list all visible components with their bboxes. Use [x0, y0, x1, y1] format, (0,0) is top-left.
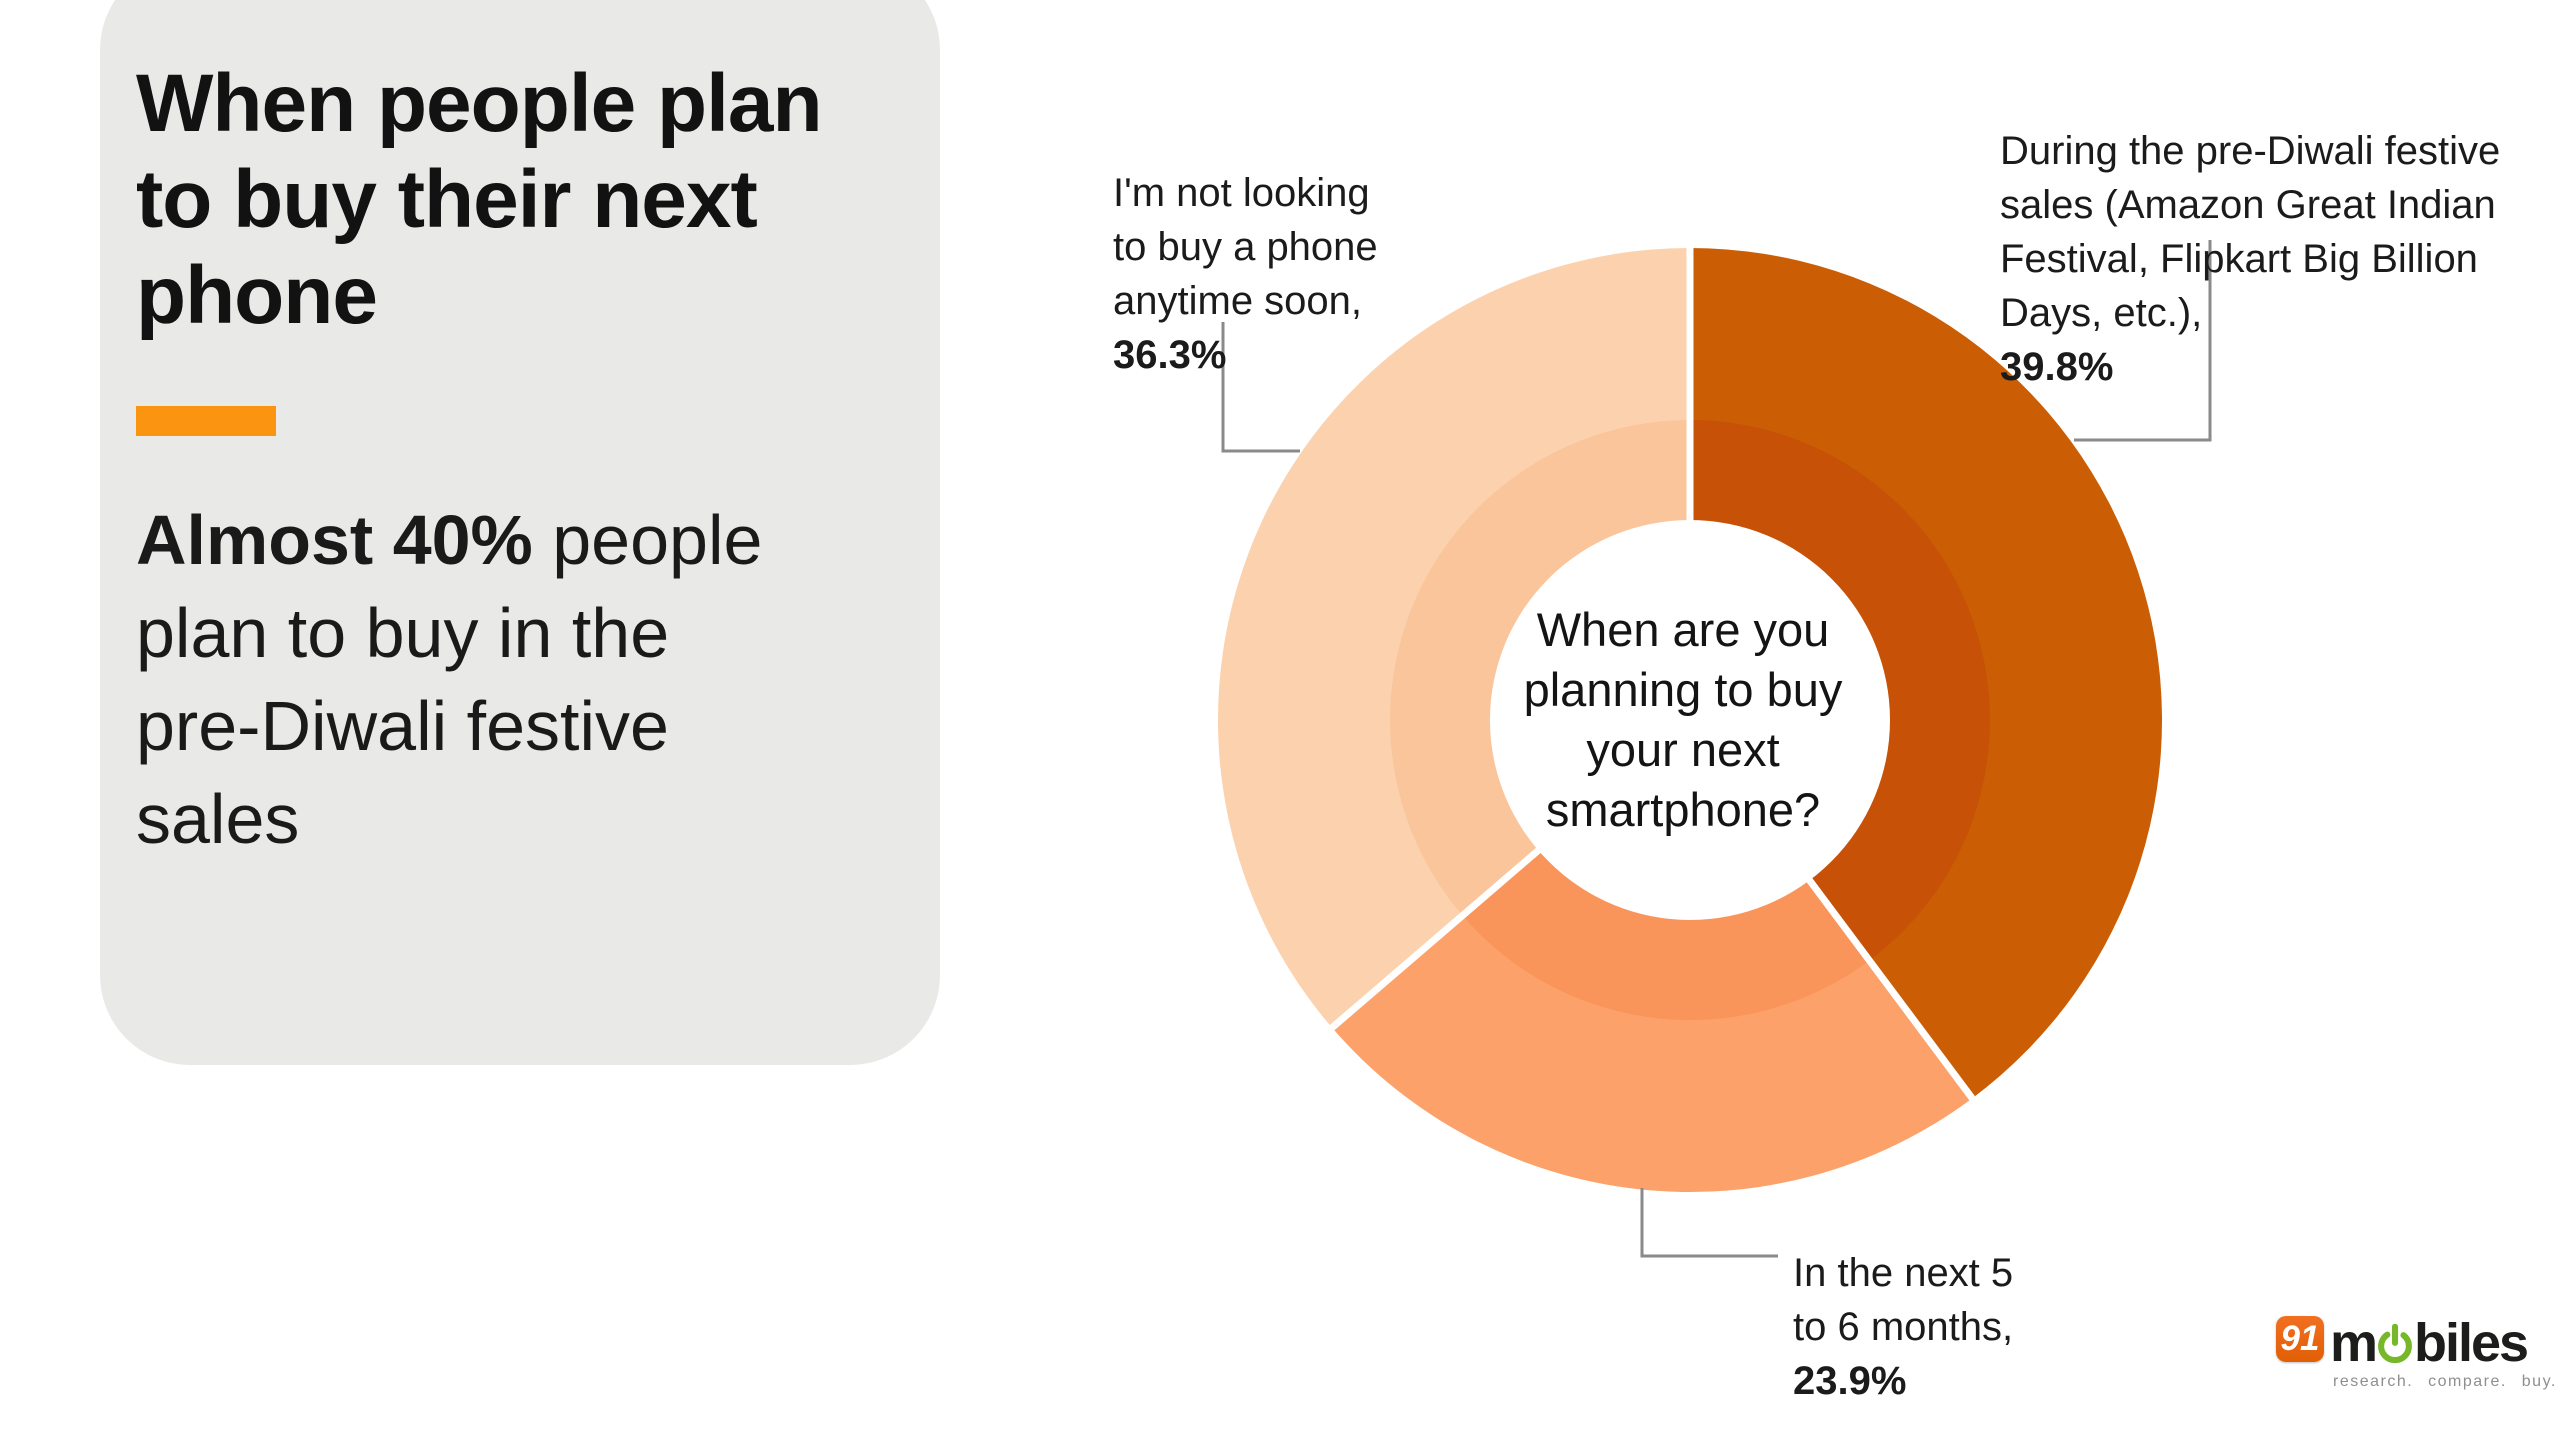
power-icon: [2378, 1324, 2412, 1364]
callout-pre-diwali: During the pre-Diwali festive sales (Ama…: [2000, 70, 2560, 448]
logo-badge-91: 91: [2276, 1316, 2324, 1362]
donut-center-question: When are you planning to buy your next s…: [1523, 603, 1843, 837]
accent-bar: [136, 405, 276, 436]
page-title: When people plan to buy their next phone: [136, 58, 823, 341]
leader-line-top-left: [1221, 322, 1300, 453]
brand-logo: 91 m biles research. compare. buy.: [2276, 1316, 2557, 1391]
summary-text: Almost 40% people plan to buy in the pre…: [136, 494, 904, 866]
summary-card: When people plan to buy their next phone…: [100, 0, 940, 1065]
logo-word-start: m: [2330, 1313, 2378, 1373]
callout-not-looking-text: I'm not looking to buy a phone anytime s…: [1113, 171, 1378, 323]
summary-highlight: Almost 40%: [136, 500, 533, 579]
callout-pre-diwali-text: During the pre-Diwali festive sales (Ama…: [2000, 129, 2501, 335]
summary-rest: people plan to buy in the pre-Diwali fes…: [136, 500, 763, 859]
logo-word-end: biles: [2414, 1313, 2529, 1373]
callout-pre-diwali-value: 39.8%: [2000, 345, 2114, 389]
callout-next-months: In the next 5 to 6 months, 23.9%: [1793, 1192, 2093, 1440]
leader-line-bottom: [1640, 1188, 1778, 1258]
donut-hole: [1490, 520, 1890, 920]
callout-not-looking-value: 36.3%: [1113, 333, 1227, 377]
callout-not-looking: I'm not looking to buy a phone anytime s…: [1113, 112, 1443, 436]
callout-next-months-value: 23.9%: [1793, 1359, 1907, 1403]
leader-line-top-right: [2074, 240, 2212, 442]
logo-wordmark: m biles: [2330, 1316, 2557, 1370]
logo-tagline: research. compare. buy.: [2333, 1373, 2557, 1390]
callout-next-months-text: In the next 5 to 6 months,: [1793, 1251, 2014, 1349]
